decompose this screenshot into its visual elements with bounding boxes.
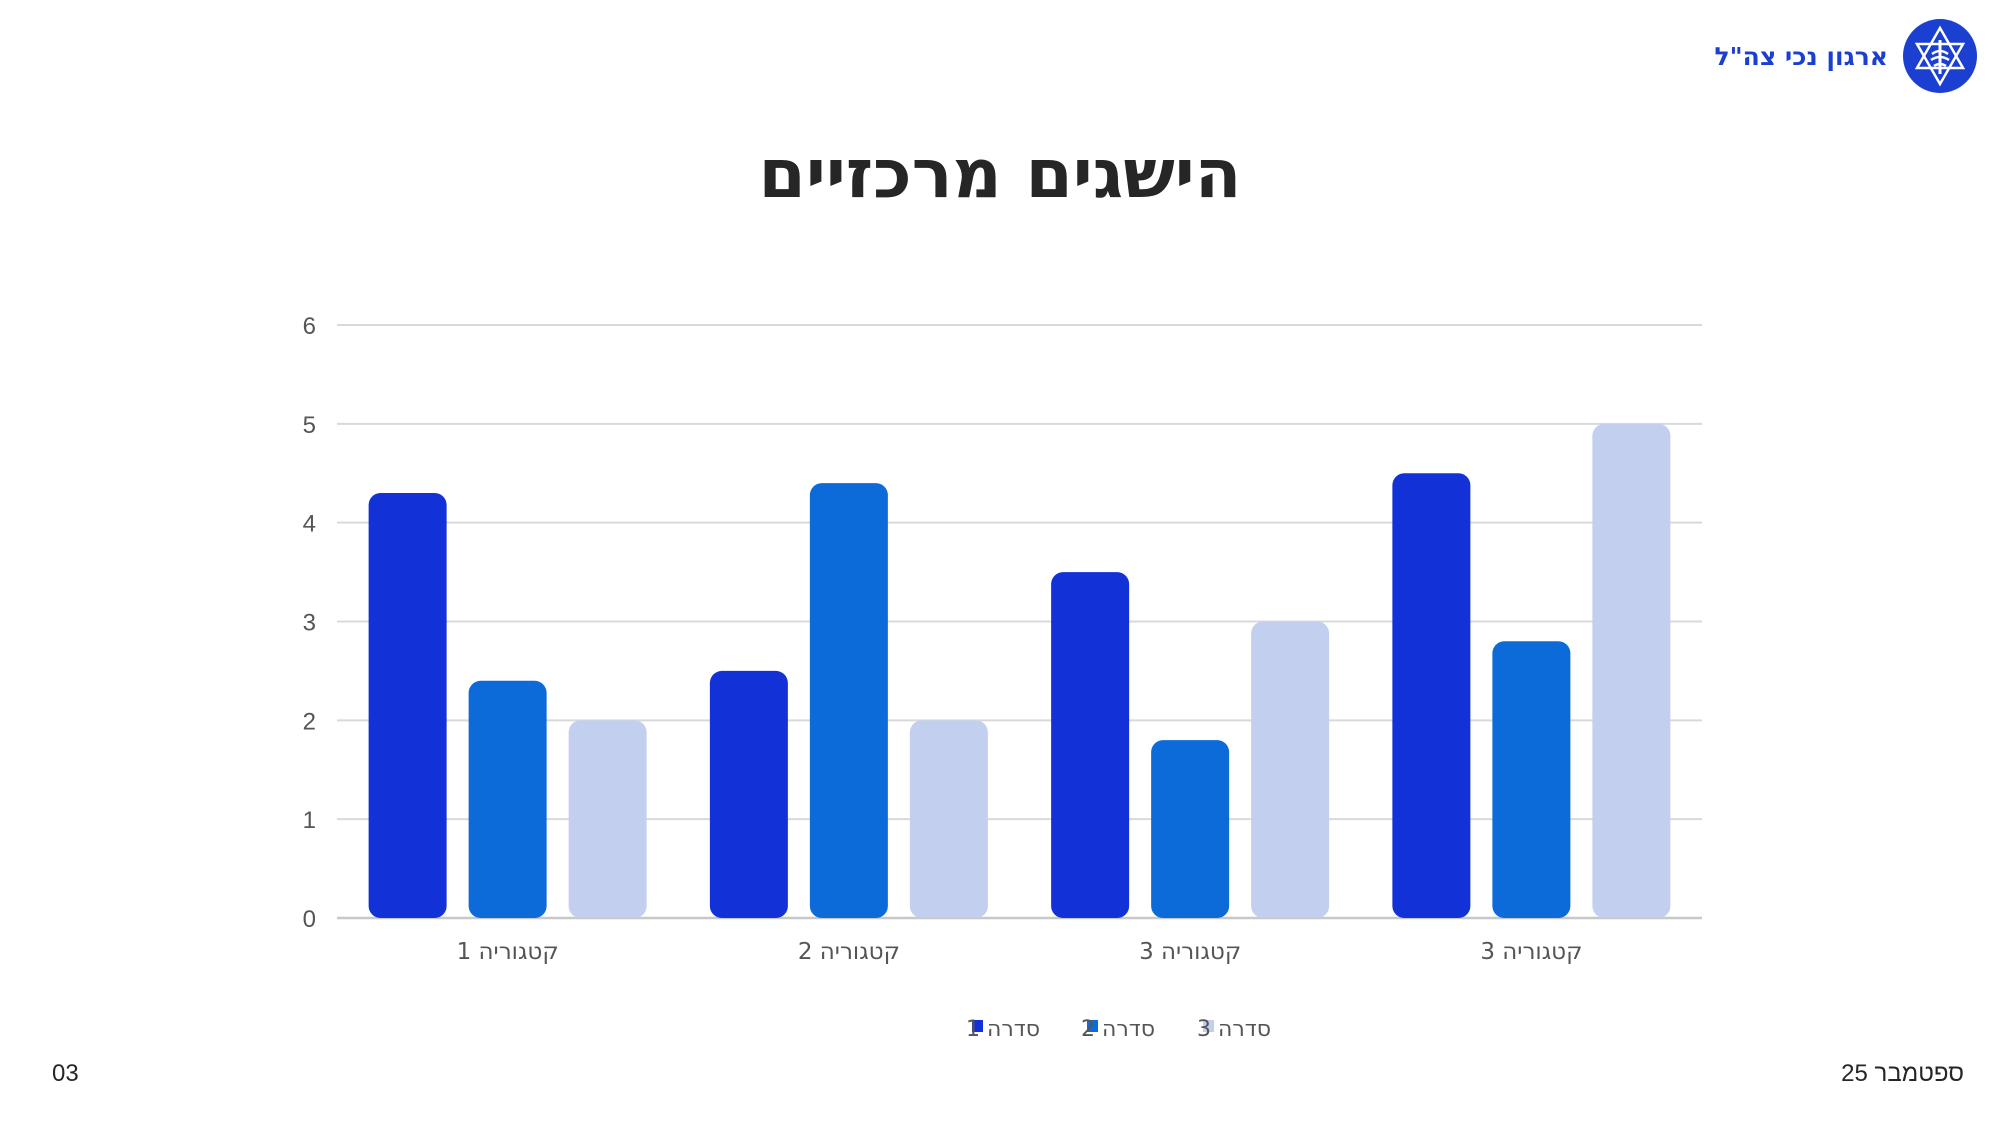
bar-2-1 [709,670,788,918]
y-tick-label: 4 [303,511,316,538]
bar-2-2 [809,483,888,918]
brand-logo: ארגון נכי צה"ל [1715,18,1979,94]
x-tick-label: קטגוריה 3 [1480,939,1582,965]
legend-swatch [1087,1020,1098,1032]
y-tick-label: 0 [303,906,316,933]
y-tick-label: 2 [303,708,316,735]
bar-4-3 [1592,423,1671,918]
bar-3-2 [1151,740,1230,918]
bar-1-2 [468,680,547,918]
x-tick-label: קטגוריה 2 [798,939,900,965]
star-of-david-emblem-icon [1903,19,1977,93]
x-tick-label: קטגוריה 1 [457,939,559,965]
bar-3-1 [1051,572,1130,918]
y-tick-label: 1 [303,807,316,834]
org-name: ארגון נכי צה"ל [1714,41,1889,71]
bar-4-2 [1492,641,1571,918]
legend-label: סדרה 1 [966,1017,1040,1042]
slide-title: הישגים מרכזיים [758,135,1242,214]
bar-2-3 [909,720,988,918]
y-tick-label: 5 [303,412,316,439]
legend-swatch [1203,1020,1214,1032]
legend-label: סדרה 2 [1081,1017,1155,1042]
footer-date: ספטמבר 25 [1841,1060,1964,1087]
bar-3-3 [1251,621,1330,918]
bar-1-3 [568,720,647,918]
y-tick-label: 6 [303,313,316,340]
bar-1-1 [368,493,447,918]
legend-swatch [972,1020,983,1032]
page-number: 03 [52,1060,79,1087]
x-tick-label: קטגוריה 3 [1139,939,1241,965]
y-tick-label: 3 [303,610,316,637]
legend-label: סדרה 3 [1197,1017,1271,1042]
bar-4-1 [1392,473,1471,918]
